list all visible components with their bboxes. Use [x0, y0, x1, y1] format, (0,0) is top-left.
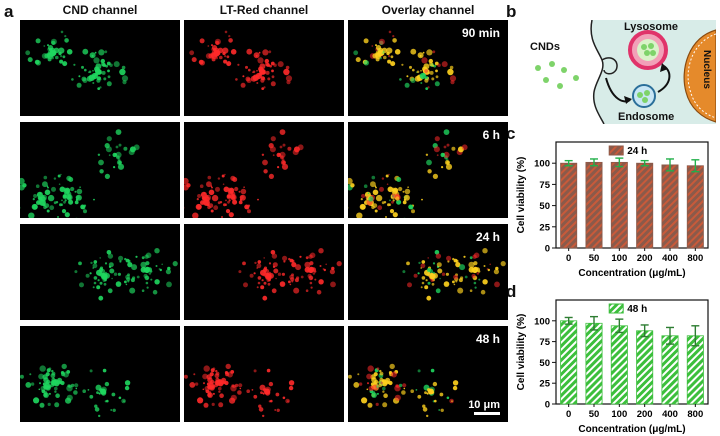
plot-frame: [555, 299, 709, 405]
y-axis-label: Cell viability (%): [516, 314, 527, 391]
panel-letter-a: a: [4, 2, 14, 21]
x-axis-label: Concentration (μg/mL): [578, 268, 685, 279]
scale-bar-label: 10 μm: [468, 399, 500, 411]
micrograph-lt-red-4: [184, 326, 344, 422]
legend-label: 24 h: [627, 146, 647, 157]
x-tick-label-800: 800: [687, 253, 703, 264]
time-label: 24 h: [475, 230, 500, 244]
legend-label: 48 h: [627, 304, 647, 315]
x-tick-label-0: 0: [566, 253, 571, 264]
plot-frame: [555, 141, 709, 249]
bar-200: [636, 162, 654, 249]
time-label: 90 min: [461, 26, 500, 40]
x-tick-label-50: 50: [589, 409, 600, 420]
x-tick-label-200: 200: [637, 409, 653, 420]
y-tick-label: 25: [539, 222, 550, 233]
x-tick-label-400: 400: [662, 253, 678, 264]
micrograph-lt-red-2: [184, 122, 344, 218]
bar-0: [560, 320, 578, 405]
cell-cytoplasm: [591, 20, 716, 124]
y-tick-label: 25: [539, 379, 550, 390]
bar-0: [560, 162, 578, 249]
y-tick-label: 75: [539, 337, 550, 348]
nucleus-shape: [683, 29, 716, 123]
micrograph-overlay-1: 90 min: [348, 20, 508, 116]
bar-100: [610, 161, 628, 249]
micrograph-lt-red-1: [184, 20, 344, 116]
x-tick-label-0: 0: [566, 409, 571, 420]
viability-chart-24h: 0 25 50 75 100 Cell viability (%) Concentratio…: [516, 141, 709, 279]
micrograph-cnd-4: [20, 326, 180, 422]
micrograph-cnd-3: [20, 224, 180, 320]
label-nucleus: Nucleus: [701, 50, 712, 89]
micrograph-overlay-2: 6 h: [348, 122, 508, 218]
y-tick-label: 50: [539, 201, 550, 212]
x-tick-label-100: 100: [611, 409, 627, 420]
viability-chart-48h: 0 25 50 75 100 Cell viability (%) Concentratio…: [516, 299, 709, 435]
micrograph-cnd-2: [20, 122, 180, 218]
micrograph-overlay-3: 24 h: [348, 224, 508, 320]
micrograph-lt-red-3: [184, 224, 344, 320]
bar-400: [661, 335, 679, 405]
y-tick-label: 100: [534, 159, 550, 170]
column-header-lt-red: LT-Red channel: [219, 3, 309, 17]
endosome-shape: [632, 84, 656, 108]
label-endosome: Endosome: [618, 111, 674, 123]
micrograph-overlay-4: 48 h 10 μm: [348, 326, 508, 422]
time-label: 6 h: [482, 128, 500, 142]
bar-200: [636, 330, 654, 405]
panel-letter-b: b: [506, 2, 517, 21]
bar-400: [661, 164, 679, 249]
bar-50: [585, 161, 603, 249]
label-lysosome: Lysosome: [624, 21, 678, 33]
x-tick-label-50: 50: [589, 253, 600, 264]
x-tick-label-400: 400: [662, 409, 678, 420]
column-header-overlay: Overlay channel: [381, 3, 475, 17]
y-tick-label: 50: [539, 358, 550, 369]
label-cnds: CNDs: [530, 41, 560, 53]
bar-50: [585, 322, 603, 405]
bar-800: [686, 165, 704, 249]
bar-100: [610, 325, 628, 405]
x-tick-label-800: 800: [687, 409, 703, 420]
y-tick-label: 75: [539, 180, 550, 191]
time-label: 48 h: [475, 332, 500, 346]
y-tick-label: 0: [545, 400, 550, 411]
column-header-cnd: CND channel: [62, 3, 138, 17]
micrograph-cnd-1: [20, 20, 180, 116]
x-tick-label-100: 100: [611, 253, 627, 264]
legend-swatch: [608, 303, 624, 314]
scale-bar: [474, 412, 500, 415]
x-tick-label-200: 200: [637, 253, 653, 264]
legend-swatch: [608, 145, 624, 156]
y-tick-label: 0: [545, 244, 550, 255]
x-axis-label: Concentration (μg/mL): [578, 424, 685, 435]
panel-letter-c: c: [506, 124, 516, 143]
y-tick-label: 100: [534, 316, 550, 327]
y-axis-label: Cell viability (%): [516, 157, 527, 234]
uptake-schematic: CNDs Lysosome Endosome Nucleus: [520, 20, 716, 124]
panel-letter-d: d: [506, 282, 517, 301]
